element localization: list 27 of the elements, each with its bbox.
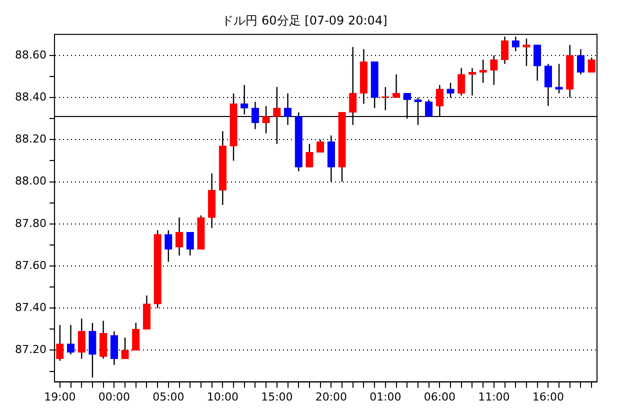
y-tick-label: 87.60 — [14, 258, 46, 272]
x-tick-label: 05:00 — [152, 390, 184, 404]
x-tick-label: 20:00 — [315, 390, 348, 404]
x-tick-label: 00:00 — [98, 390, 130, 404]
candlestick — [458, 67, 466, 96]
x-tick-label: 10:00 — [206, 390, 239, 404]
y-tick-label: 88.00 — [14, 174, 46, 188]
y-tick-label: 88.60 — [14, 48, 46, 62]
candlestick — [186, 232, 194, 256]
x-tick-label: 11:00 — [478, 390, 510, 404]
x-tick-label: 19:00 — [44, 390, 76, 404]
x-tick-label: 15:00 — [261, 390, 293, 404]
x-tick-label: 16:00 — [532, 390, 564, 404]
candlestick — [306, 143, 314, 168]
y-tick-label: 87.20 — [14, 343, 46, 356]
y-tick-label: 88.40 — [14, 90, 46, 104]
y-tick-label: 87.80 — [14, 216, 46, 230]
chart-title: ドル円 60分足 [07-09 20:04] — [222, 13, 388, 28]
candlestick — [175, 216, 184, 256]
y-tick-label: 87.40 — [14, 300, 46, 314]
x-tick-label: 06:00 — [424, 390, 456, 404]
candlestick — [78, 318, 86, 360]
y-tick-label: 88.20 — [14, 132, 46, 146]
candlestick — [555, 63, 563, 94]
candlestick — [164, 230, 172, 262]
x-tick-label: 01:00 — [370, 390, 402, 404]
candlestick — [382, 86, 390, 111]
